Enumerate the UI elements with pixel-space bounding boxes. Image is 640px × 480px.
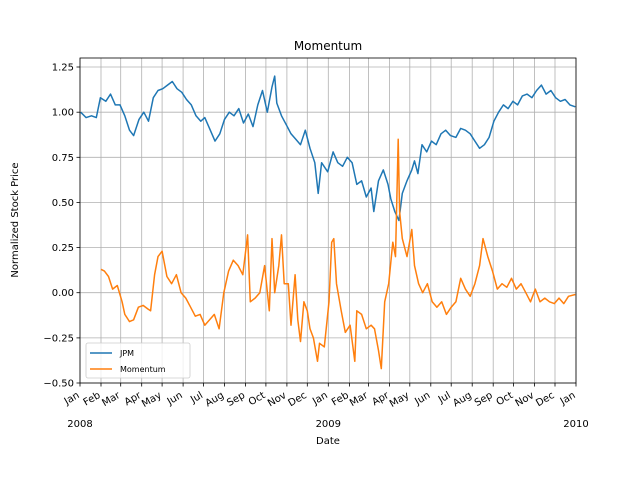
series-line-jpm — [80, 75, 576, 222]
legend-label-momentum: Momentum — [120, 365, 166, 374]
series-line-momentum — [100, 138, 576, 370]
y-tick-label: 0.75 — [52, 153, 74, 164]
y-tick-label: 1.00 — [52, 108, 74, 119]
x-axis-label: Date — [316, 436, 340, 447]
x-year-label: 2008 — [67, 419, 92, 430]
chart-title: Momentum — [294, 39, 362, 53]
series-layer — [80, 75, 576, 370]
y-tick-label: −0.25 — [43, 333, 74, 344]
grid — [79, 58, 577, 384]
x-year-label: 2010 — [563, 419, 588, 430]
x-year-label: 2009 — [316, 419, 341, 430]
legend: JPM Momentum — [85, 342, 191, 379]
y-axis: −0.50 −0.25 0.00 0.25 0.50 0.75 1.00 1.25 — [43, 63, 80, 390]
y-tick-label: 0.50 — [52, 198, 74, 209]
y-tick-label: 0.00 — [52, 288, 74, 299]
y-tick-label: 0.25 — [52, 243, 74, 254]
y-axis-label: Normalized Stock Price — [10, 162, 21, 277]
legend-label-jpm: JPM — [119, 349, 134, 358]
y-tick-label: 1.25 — [52, 63, 74, 74]
y-tick-label: −0.50 — [43, 379, 74, 390]
